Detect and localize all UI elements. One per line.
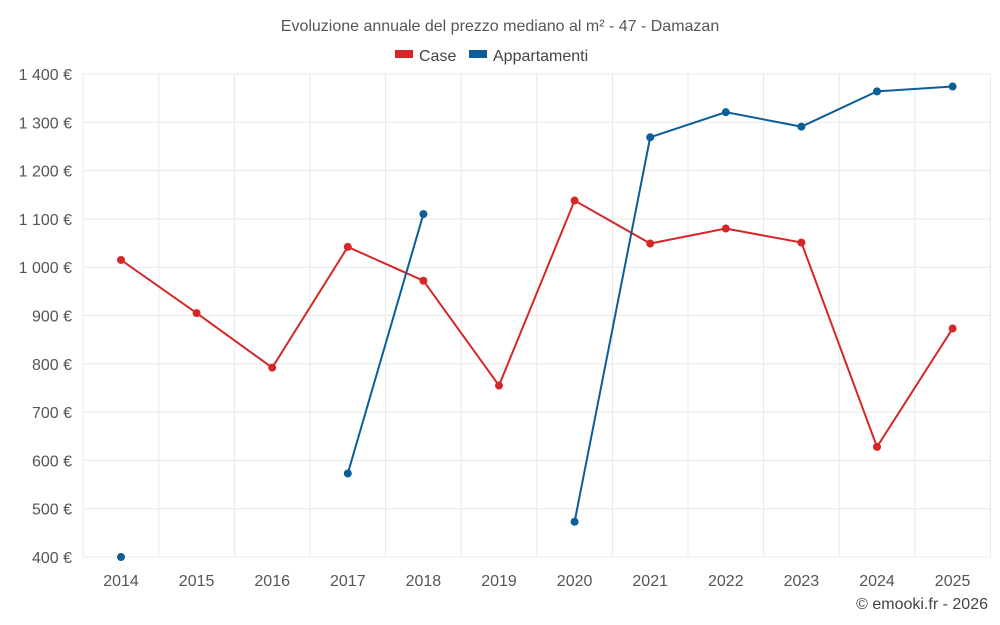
data-point-case[interactable] (192, 309, 201, 318)
series-line-appartamenti (346, 213, 425, 474)
x-tick-label: 2018 (406, 573, 442, 590)
data-point-case[interactable] (873, 442, 881, 451)
y-tick-label: 600 € (32, 453, 72, 470)
y-tick-label: 900 € (32, 309, 72, 326)
data-point-appartamenti[interactable] (646, 133, 655, 142)
y-tick-label: 500 € (32, 502, 72, 519)
y-tick-label: 1 300 € (19, 115, 72, 132)
data-point-case[interactable] (797, 238, 806, 247)
data-point-case[interactable] (117, 255, 125, 264)
y-tick-label: 1 100 € (19, 212, 72, 229)
chart-title: Evoluzione annuale del prezzo mediano al… (281, 18, 719, 35)
data-point-appartamenti[interactable] (343, 469, 352, 478)
y-axis: 400 € 500 € 600 € 700 € 800 € 900 € 1 000 € 1 1… (19, 67, 72, 567)
y-tick-label: 800 € (32, 357, 72, 374)
x-tick-label: 2020 (557, 573, 593, 590)
x-tick-label: 2025 (935, 573, 971, 590)
data-point-appartamenti[interactable] (117, 553, 125, 561)
legend: Case Appartamenti (395, 48, 588, 65)
legend-swatch-case (395, 50, 413, 58)
data-point-appartamenti[interactable] (419, 210, 428, 219)
legend-swatch-appartamenti (469, 50, 487, 58)
data-point-case[interactable] (495, 381, 503, 390)
data-point-appartamenti[interactable] (721, 108, 730, 117)
series-line-case (120, 199, 954, 450)
data-point-appartamenti[interactable] (948, 82, 957, 91)
data-point-case[interactable] (570, 196, 579, 205)
data-point-appartamenti[interactable] (873, 87, 881, 96)
series-layer (117, 82, 957, 561)
series-line-appartamenti (573, 85, 953, 522)
grid (82, 73, 991, 558)
x-tick-label: 2023 (784, 573, 820, 590)
series-case (117, 196, 957, 451)
legend-label-appartamenti[interactable]: Appartamenti (493, 48, 588, 65)
x-tick-label: 2016 (254, 573, 290, 590)
y-tick-label: 1 200 € (19, 164, 72, 181)
x-tick-label: 2019 (481, 573, 517, 590)
y-tick-label: 400 € (32, 550, 72, 567)
y-tick-label: 1 000 € (19, 260, 72, 277)
data-point-case[interactable] (419, 276, 428, 285)
legend-label-case[interactable]: Case (419, 48, 456, 65)
x-tick-label: 2015 (179, 573, 215, 590)
data-point-case[interactable] (948, 324, 957, 333)
series-appartamenti (117, 82, 957, 561)
credit-text: © emooki.fr - 2026 (856, 596, 988, 613)
data-point-case[interactable] (721, 224, 730, 233)
y-tick-label: 700 € (32, 405, 72, 422)
x-tick-label: 2022 (708, 573, 744, 590)
x-tick-label: 2024 (859, 573, 895, 590)
y-tick-label: 1 400 € (19, 67, 72, 84)
data-point-case[interactable] (343, 242, 352, 251)
x-axis: 2014 2015 2016 2017 2018 2019 2020 2021 2022 2023… (103, 573, 970, 590)
data-point-appartamenti[interactable] (797, 122, 806, 131)
data-point-appartamenti[interactable] (570, 517, 579, 526)
data-point-case[interactable] (646, 239, 655, 248)
x-tick-label: 2021 (632, 573, 668, 590)
data-point-case[interactable] (268, 363, 277, 372)
x-tick-label: 2014 (103, 573, 139, 590)
x-tick-label: 2017 (330, 573, 366, 590)
